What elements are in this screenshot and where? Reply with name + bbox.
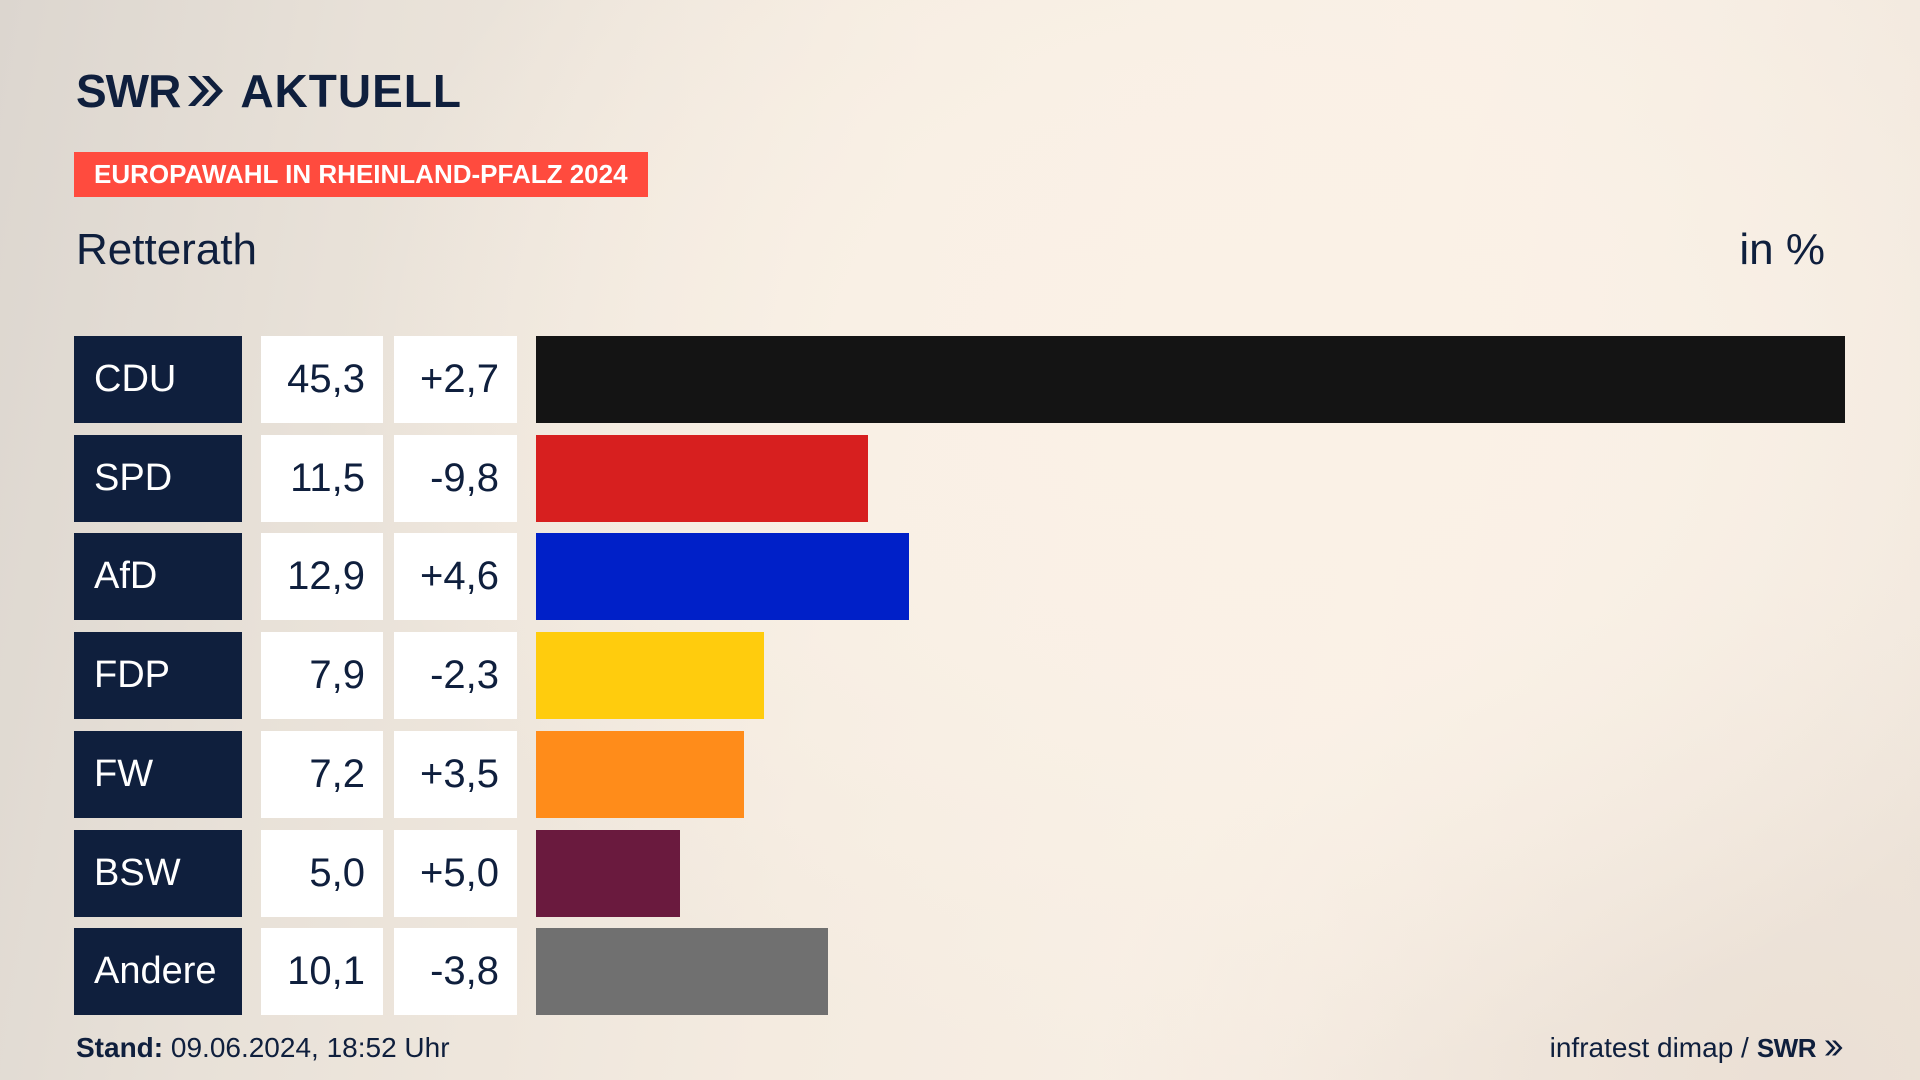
party-label: AfD [74,533,242,620]
result-bar [536,435,868,522]
vote-share-label: 11,5 [261,435,383,522]
party-label: CDU [74,336,242,423]
vote-share-label: 5,0 [261,830,383,917]
result-bar [536,928,828,1015]
swr-aktuell-logo: SWR AKTUELL [76,66,462,116]
change-label: +2,7 [394,336,517,423]
change-label: +4,6 [394,533,517,620]
stand-label: Stand: [76,1032,164,1063]
footer-double-chevron-icon [1825,1040,1843,1056]
change-label: -2,3 [394,632,517,719]
party-label: Andere [74,928,242,1015]
place-title: Retterath [76,225,257,274]
result-bar [536,336,1845,423]
chart-row: Andere 10,1 -3,8 [74,928,1846,1015]
result-bar [536,533,909,620]
stand-value: 09.06.2024, 18:52 Uhr [170,1032,450,1063]
timestamp: Stand: 09.06.2024, 18:52 Uhr [76,1030,450,1066]
chart-row: CDU 45,3 +2,7 [74,336,1846,423]
party-label: BSW [74,830,242,917]
source-credit: infratest dimap / SWR [1550,1030,1844,1066]
change-label: +3,5 [394,731,517,818]
chart-row: SPD 11,5 -9,8 [74,435,1846,522]
party-label: FDP [74,632,242,719]
result-bar [536,830,680,917]
vote-share-label: 10,1 [261,928,383,1015]
unit-label: in % [1739,225,1825,274]
double-chevron-icon [188,76,224,106]
vote-share-label: 45,3 [261,336,383,423]
logo-swr-text: SWR [76,65,181,117]
chart-row: BSW 5,0 +5,0 [74,830,1846,917]
logo-aktuell-text: AKTUELL [240,65,462,117]
vote-share-label: 7,9 [261,632,383,719]
change-label: -3,8 [394,928,517,1015]
chart-row: AfD 12,9 +4,6 [74,533,1846,620]
vote-share-label: 7,2 [261,731,383,818]
party-label: FW [74,731,242,818]
election-banner: EUROPAWAHL IN RHEINLAND-PFALZ 2024 [74,152,648,197]
chart-row: FDP 7,9 -2,3 [74,632,1846,719]
result-bar [536,632,764,719]
chart-row: FW 7,2 +3,5 [74,731,1846,818]
source-text: infratest dimap / [1549,1032,1749,1063]
vote-share-label: 12,9 [261,533,383,620]
party-label: SPD [74,435,242,522]
change-label: -9,8 [394,435,517,522]
footer-swr-text: SWR [1756,1033,1817,1063]
result-bar [536,731,744,818]
change-label: +5,0 [394,830,517,917]
